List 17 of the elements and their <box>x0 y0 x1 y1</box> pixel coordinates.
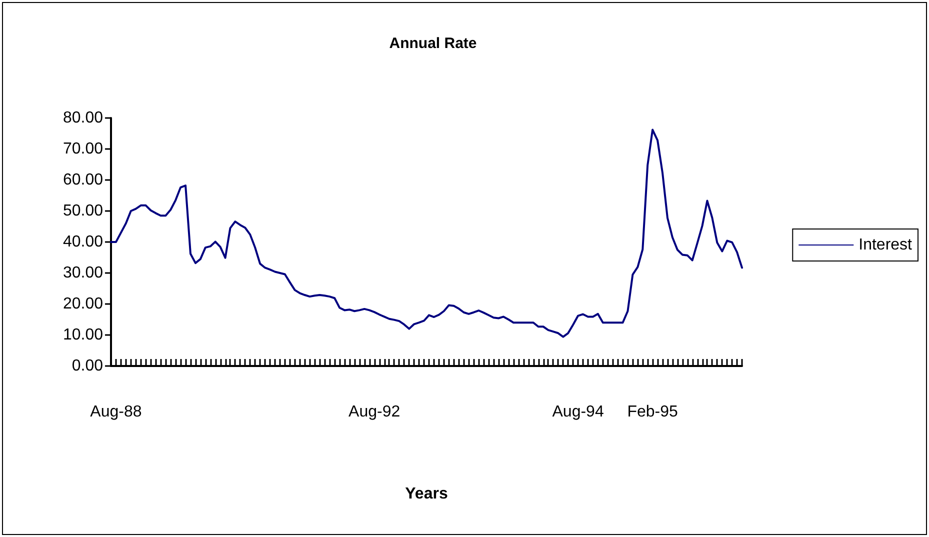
y-tick-label: 30.00 <box>62 264 104 282</box>
x-axis-title: Years <box>405 486 448 502</box>
legend-label: Interest <box>858 236 913 254</box>
x-tick-label: Feb-95 <box>627 404 678 420</box>
y-tick-label: 40.00 <box>62 234 104 250</box>
line-series <box>110 128 743 338</box>
y-tick-label: 70.00 <box>62 140 104 158</box>
chart-title: Annual Rate <box>389 35 477 52</box>
y-tick-label: 0.00 <box>72 358 104 374</box>
x-tick-label: Aug-94 <box>552 404 604 420</box>
x-tick-label: Aug-88 <box>90 404 142 420</box>
y-tick-label: 10.00 <box>62 326 104 344</box>
y-tick-label: 20.00 <box>62 296 104 312</box>
y-tick-label: 50.00 <box>62 202 104 220</box>
x-tick-label: Aug-92 <box>348 404 400 420</box>
y-tick-label: 80.00 <box>62 110 104 126</box>
y-tick-label: 60.00 <box>62 172 104 188</box>
